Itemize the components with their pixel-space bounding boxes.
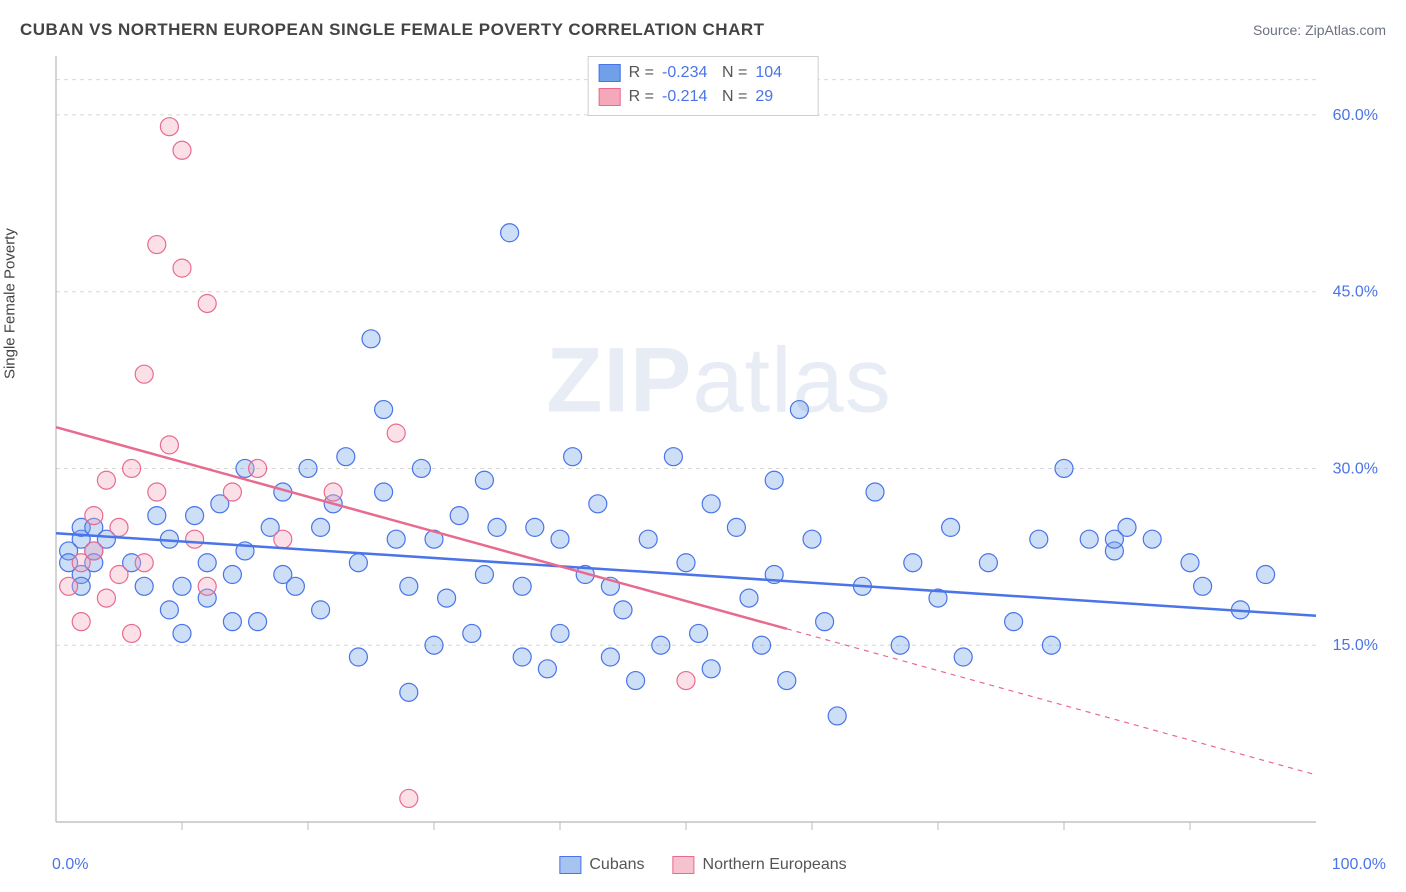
x-axis-min: 0.0% xyxy=(52,856,88,874)
n-label: N = xyxy=(722,61,747,85)
header: CUBAN VS NORTHERN EUROPEAN SINGLE FEMALE… xyxy=(20,20,1386,40)
legend-label: Cubans xyxy=(589,856,644,874)
chart-title: CUBAN VS NORTHERN EUROPEAN SINGLE FEMALE… xyxy=(20,20,765,40)
source-attribution: Source: ZipAtlas.com xyxy=(1253,22,1386,38)
r-label: R = xyxy=(629,85,654,109)
n-value: 104 xyxy=(755,61,807,85)
r-value: -0.234 xyxy=(662,61,714,85)
r-label: R = xyxy=(629,61,654,85)
svg-text:45.0%: 45.0% xyxy=(1333,284,1378,301)
svg-text:15.0%: 15.0% xyxy=(1333,637,1378,654)
scatter-chart: 15.0% 30.0% 45.0% 60.0% xyxy=(52,52,1386,836)
bottom-legend: Cubans Northern Europeans xyxy=(559,856,846,874)
stats-legend: R = -0.234 N = 104 R = -0.214 N = 29 xyxy=(588,56,819,116)
source-prefix: Source: xyxy=(1253,22,1305,38)
r-value: -0.214 xyxy=(662,85,714,109)
legend-label: Northern Europeans xyxy=(703,856,847,874)
swatch-cubans xyxy=(599,64,621,82)
chart-area: 15.0%30.0%45.0%60.0% ZIPatlas xyxy=(52,52,1386,836)
n-label: N = xyxy=(722,85,747,109)
source-name: ZipAtlas.com xyxy=(1305,22,1386,38)
swatch-neuropeans xyxy=(599,88,621,106)
stats-row-cubans: R = -0.234 N = 104 xyxy=(599,61,808,85)
legend-swatch-cubans xyxy=(559,856,581,874)
legend-swatch-neuropeans xyxy=(673,856,695,874)
legend-item-neuropeans: Northern Europeans xyxy=(673,856,847,874)
y-axis-label: Single Female Poverty xyxy=(2,228,19,379)
n-value: 29 xyxy=(755,85,807,109)
svg-text:30.0%: 30.0% xyxy=(1333,460,1378,477)
x-axis-max: 100.0% xyxy=(1332,856,1386,874)
legend-item-cubans: Cubans xyxy=(559,856,644,874)
svg-text:60.0%: 60.0% xyxy=(1333,107,1378,124)
stats-row-neuropeans: R = -0.214 N = 29 xyxy=(599,85,808,109)
